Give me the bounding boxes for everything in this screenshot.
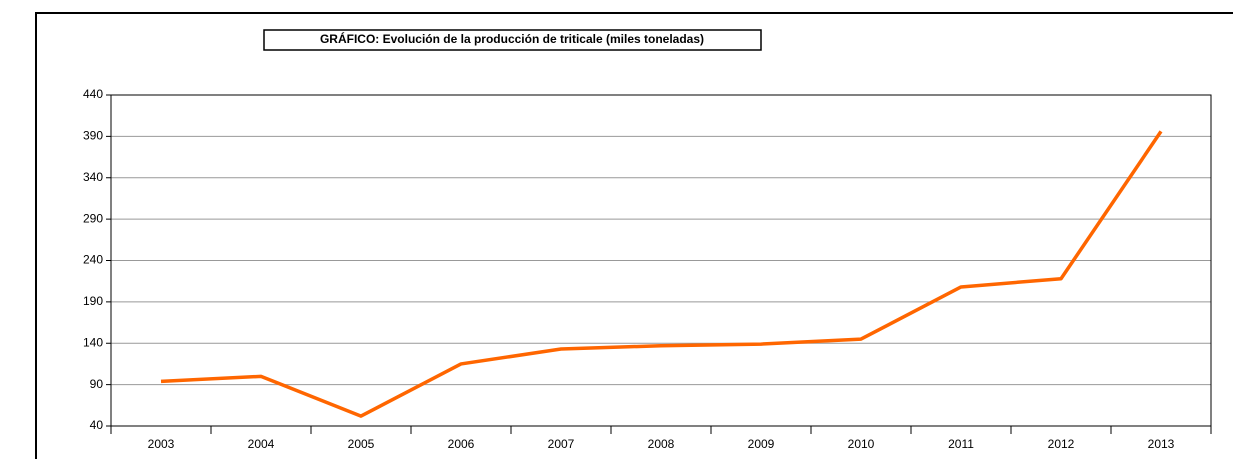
line-series <box>160 130 1163 418</box>
x-tick-label: 2008 <box>648 437 675 451</box>
y-tick-label: 240 <box>83 253 103 267</box>
y-tick-label: 390 <box>83 129 103 143</box>
y-tick-label: 290 <box>83 211 103 225</box>
x-tick-label: 2010 <box>848 437 875 451</box>
y-tick-label: 440 <box>83 87 103 101</box>
x-tick-label: 2006 <box>448 437 475 451</box>
y-tick-label: 90 <box>90 377 104 391</box>
x-tick-label: 2004 <box>248 437 275 451</box>
x-tick-label: 2003 <box>148 437 175 451</box>
y-tick-label: 40 <box>90 418 104 432</box>
x-tick-label: 2013 <box>1148 437 1175 451</box>
y-tick-label: 190 <box>83 294 103 308</box>
x-tick-label: 2007 <box>548 437 575 451</box>
y-tick-label: 340 <box>83 170 103 184</box>
x-tick-label: 2012 <box>1048 437 1075 451</box>
chart-title: GRÁFICO: Evolución de la producción de t… <box>320 31 704 46</box>
x-tick-label: 2009 <box>748 437 775 451</box>
title-box <box>263 29 762 51</box>
x-tick-label: 2005 <box>348 437 375 451</box>
y-tick-label: 140 <box>83 335 103 349</box>
plot-area <box>110 94 1212 427</box>
x-tick-label: 2011 <box>948 437 974 451</box>
